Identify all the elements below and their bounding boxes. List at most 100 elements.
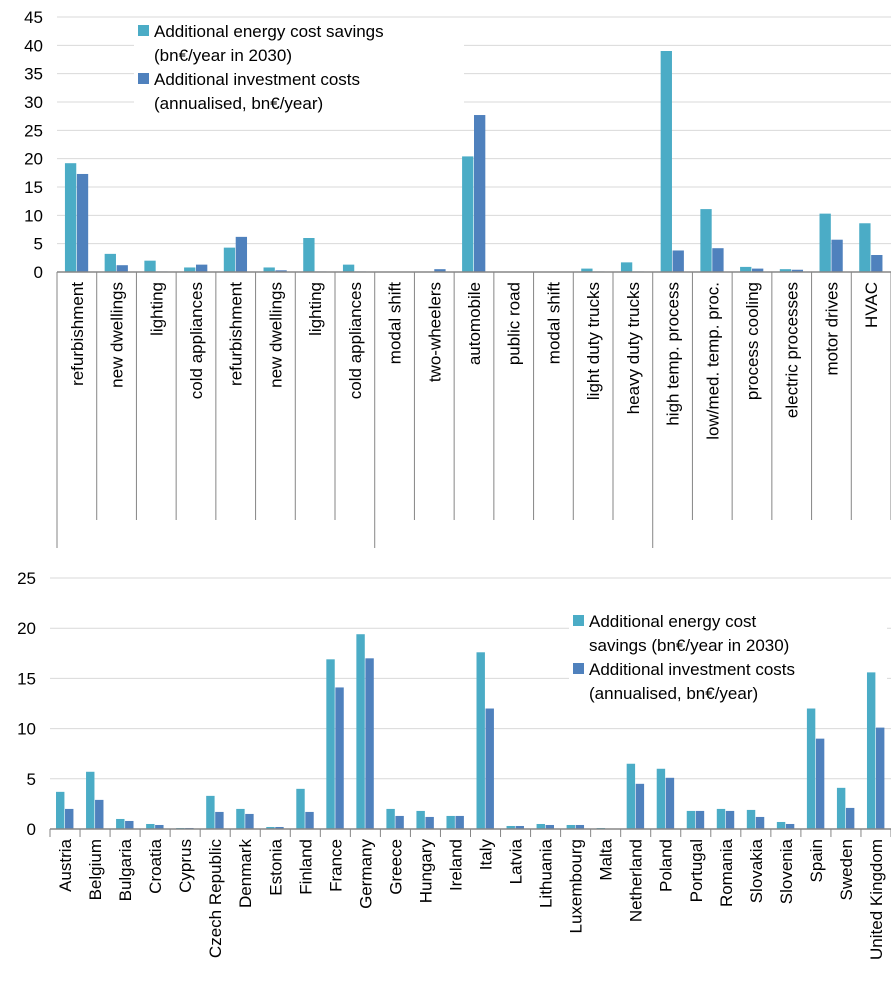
bar-investment-costs bbox=[672, 250, 684, 272]
bar-energy-savings bbox=[536, 823, 545, 829]
bar-energy-savings bbox=[866, 672, 876, 829]
bar-energy-savings bbox=[144, 260, 156, 272]
bar-energy-savings bbox=[859, 223, 871, 272]
y-tick-label: 10 bbox=[24, 206, 43, 225]
x-tick-label: Greece bbox=[386, 839, 405, 895]
bar-investment-costs bbox=[125, 820, 134, 829]
bar-investment-costs bbox=[235, 236, 248, 272]
y-tick-label: 15 bbox=[24, 178, 43, 197]
bar-energy-savings bbox=[779, 269, 792, 272]
bar-energy-savings bbox=[506, 825, 515, 829]
bar-energy-savings bbox=[740, 266, 752, 272]
x-tick-label: electric processes bbox=[783, 282, 802, 418]
bar-investment-costs bbox=[875, 727, 885, 829]
bar-energy-savings bbox=[581, 268, 593, 272]
x-tick-label: Belgium bbox=[86, 839, 105, 900]
bar-energy-savings bbox=[146, 823, 155, 829]
bar-energy-savings bbox=[104, 253, 116, 272]
bar-investment-costs bbox=[365, 658, 374, 829]
x-tick-label: heavy duty trucks bbox=[624, 282, 643, 414]
x-tick-label: United Kingdom bbox=[867, 839, 886, 960]
x-tick-label: Latvia bbox=[507, 838, 526, 884]
country-chart: 0 5 10 15 20 25 Austria Belgium Bulgaria Croatia C… bbox=[17, 569, 891, 960]
x-tick-label: Romania bbox=[717, 838, 736, 907]
x-tick-label: Bulgaria bbox=[116, 838, 135, 901]
x-tick-label: Luxembourg bbox=[567, 839, 586, 934]
x-tick-label: Germany bbox=[356, 839, 375, 909]
x-tick-label: refurbishment bbox=[68, 282, 87, 386]
bar-energy-savings bbox=[836, 787, 846, 829]
bar-investment-costs bbox=[95, 799, 104, 829]
bar-investment-costs bbox=[76, 173, 89, 272]
bar-energy-savings bbox=[236, 808, 245, 829]
bar-investment-costs bbox=[695, 810, 705, 829]
legend-swatch-energy-savings bbox=[138, 25, 149, 36]
y-tick-label: 25 bbox=[17, 569, 36, 588]
bar-energy-savings bbox=[819, 213, 831, 272]
legend-label: (annualised, bn€/year) bbox=[154, 94, 323, 113]
bar-investment-costs bbox=[485, 708, 494, 829]
bar-investment-costs bbox=[395, 815, 404, 829]
bar-energy-savings bbox=[342, 264, 355, 272]
legend-box bbox=[569, 609, 887, 709]
x-tick-label: process cooling bbox=[743, 282, 762, 400]
bar-energy-savings bbox=[86, 771, 95, 829]
y-tick-label: 0 bbox=[34, 263, 43, 282]
x-tick-label: France bbox=[326, 839, 345, 892]
bar-energy-savings bbox=[64, 163, 77, 272]
bar-investment-costs bbox=[474, 115, 486, 273]
bar-investment-costs bbox=[335, 687, 344, 829]
x-tick-label: new dwellings bbox=[108, 282, 127, 388]
x-tick-label: high temp. process bbox=[664, 282, 683, 426]
bar-investment-costs bbox=[434, 269, 446, 272]
x-tick-label: refurbishment bbox=[227, 282, 246, 386]
y-tick-label: 5 bbox=[34, 235, 43, 254]
bar-energy-savings bbox=[116, 818, 125, 829]
bar-energy-savings bbox=[656, 768, 666, 829]
bar-energy-savings bbox=[686, 810, 696, 829]
bar-energy-savings bbox=[746, 809, 756, 829]
bar-investment-costs bbox=[871, 255, 883, 272]
legend-swatch-energy-savings bbox=[573, 615, 584, 626]
legend-label: savings (bn€/year in 2030) bbox=[589, 636, 789, 655]
x-tick-label: cold appliances bbox=[187, 282, 206, 399]
x-tick-label: automobile bbox=[465, 282, 484, 365]
bar-energy-savings bbox=[716, 808, 726, 829]
x-tick-label: modal shift bbox=[544, 282, 563, 364]
y-tick-label: 40 bbox=[24, 36, 43, 55]
bar-investment-costs bbox=[752, 268, 764, 272]
x-tick-label: Estonia bbox=[266, 838, 285, 895]
legend-label: Additional energy cost savings bbox=[154, 22, 384, 41]
bar-energy-savings bbox=[184, 267, 196, 272]
bar-investment-costs bbox=[725, 810, 735, 829]
x-tick-label: light duty trucks bbox=[584, 282, 603, 400]
x-tick-label: Portugal bbox=[687, 839, 706, 902]
y-tick-label: 15 bbox=[17, 669, 36, 688]
bar-investment-costs bbox=[275, 270, 287, 272]
x-tick-label: motor drives bbox=[822, 282, 841, 376]
bar-investment-costs bbox=[515, 825, 524, 829]
bar-energy-savings bbox=[263, 267, 275, 272]
x-tick-label: new dwellings bbox=[266, 282, 285, 388]
bar-energy-savings bbox=[326, 659, 335, 829]
legend-label: (bn€/year in 2030) bbox=[154, 46, 292, 65]
x-tick-label: Czech Republic bbox=[206, 839, 225, 959]
bar-energy-savings bbox=[626, 763, 636, 829]
bar-investment-costs bbox=[791, 269, 804, 272]
x-tick-label: Lithuania bbox=[537, 838, 556, 908]
x-tick-label: Italy bbox=[477, 839, 496, 871]
y-tick-label: 45 bbox=[24, 8, 43, 27]
bar-energy-savings bbox=[660, 51, 672, 272]
y-tick-label: 30 bbox=[24, 93, 43, 112]
bar-investment-costs bbox=[215, 811, 224, 829]
x-tick-label: public road bbox=[505, 282, 524, 365]
y-tick-label: 0 bbox=[27, 820, 36, 839]
bar-investment-costs bbox=[845, 807, 855, 829]
bar-energy-savings bbox=[776, 821, 786, 829]
bar-investment-costs bbox=[155, 824, 164, 829]
bar-investment-costs bbox=[665, 777, 675, 829]
x-tick-label: Sweden bbox=[837, 839, 856, 900]
bar-investment-costs bbox=[635, 783, 645, 829]
bar-investment-costs bbox=[785, 823, 795, 829]
x-tick-label: two-wheelers bbox=[425, 282, 444, 382]
